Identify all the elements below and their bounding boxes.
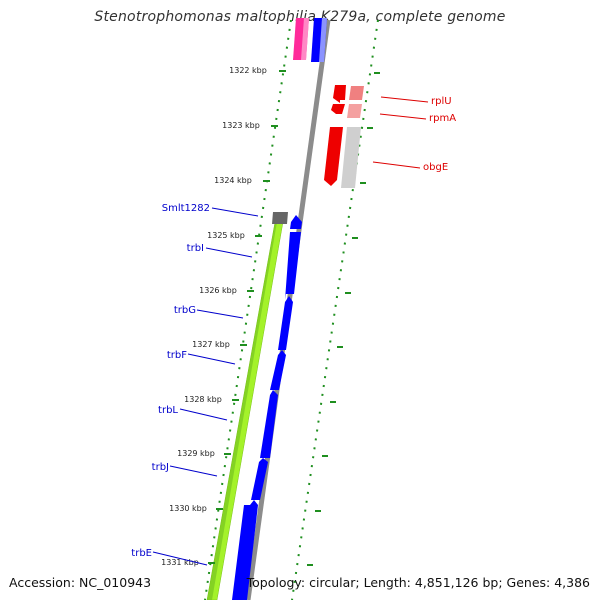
kbp-tick-label: 1324 kbp [214,176,252,185]
cds-rplU-light [349,86,364,100]
kbp-tick-label: 1328 kbp [184,395,222,404]
kbp-tick-label: 1331 kbp [161,558,199,567]
map-title: Stenotrophomonas maltophilia K279a, comp… [94,9,506,25]
gene-label[interactable]: trbF [167,350,187,361]
cds-blue-4 [270,350,286,390]
label-leader-line [187,353,236,365]
cds-blue-2 [285,232,301,300]
cds-rpmA [331,104,345,114]
cds-blue-top-light [319,18,327,62]
kbp-tick-group: 1322 kbp 1323 kbp 1324 kbp 1325 kbp 1326 kbp… [161,66,286,567]
kbp-tick-label: 1325 kbp [207,231,245,240]
cds-blue-1 [290,215,302,229]
red-cds-cluster [324,85,364,188]
cds-blue-3 [278,296,293,350]
label-leader-line [211,207,259,217]
label-leader-line [372,161,421,169]
label-leader-line [179,408,228,421]
cds-blue-7 [232,500,258,600]
gene-label[interactable]: rplU [431,96,452,107]
gene-label[interactable]: trbJ [152,462,169,473]
cds-rpmA-light [347,104,362,118]
label-leader-line [379,113,427,120]
cds-rplU [333,85,346,103]
cds-blue-6 [251,458,268,500]
gene-label[interactable]: trbL [158,405,178,416]
label-leader-line [169,465,218,477]
gene-label[interactable]: obgE [423,162,448,173]
gene-label[interactable]: rpmA [429,113,456,124]
kbp-tick-label: 1322 kbp [229,66,267,75]
gene-label[interactable]: trbI [187,243,204,254]
accession-text: Accession: NC_010943 [9,575,152,590]
cds-obgE-light [341,127,361,188]
label-leader-line [196,309,244,319]
outer-ring-ticks [307,72,380,566]
blue-cds-arrows [232,215,302,600]
kbp-tick-label: 1327 kbp [192,340,230,349]
cds-pink-light [301,18,309,60]
topology-summary: Topology: circular; Length: 4,851,126 bp… [246,575,590,590]
kbp-tick-label: 1329 kbp [177,449,215,458]
cds-blue-5 [260,390,278,458]
right-gene-labels: rplU rpmA obgE [372,96,456,173]
lime-band-shade [207,222,277,600]
kbp-tick-label: 1330 kbp [169,504,207,513]
label-leader-line [152,551,208,566]
gene-label[interactable]: Smlt1282 [162,203,210,214]
cds-obgE [324,127,343,186]
kbp-tick-label: 1323 kbp [222,121,260,130]
left-gene-labels: Smlt1282 trbI trbG trbF trbL trbJ trbE [131,203,259,566]
gene-label[interactable]: trbG [174,305,196,316]
kbp-tick-label: 1326 kbp [199,286,237,295]
top-cds-pair [293,18,327,62]
label-leader-line [380,96,429,103]
gene-label[interactable]: trbE [131,548,152,559]
label-leader-line [205,247,253,258]
cds-smlt1282 [272,212,288,224]
